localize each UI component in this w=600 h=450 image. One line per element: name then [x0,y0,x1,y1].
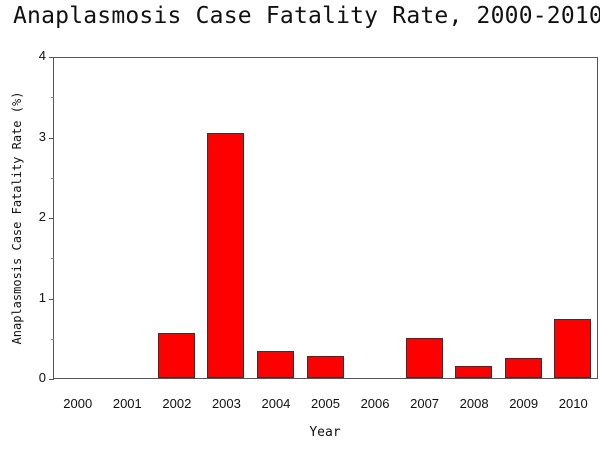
bar-2010 [554,319,592,378]
x-tick-label: 2005 [311,396,340,411]
y-tick-label: 1 [38,289,46,305]
y-minor-tick [51,338,54,340]
x-tick-label: 2010 [558,396,588,411]
y-minor-tick [51,258,54,260]
y-axis-label: Anaplasmosis Case Fatality Rate (%) [10,91,24,345]
x-tick-label: 2009 [509,396,539,411]
plot-area [49,57,598,380]
x-tick-label: 2001 [112,396,142,411]
bar-2009 [504,357,542,378]
bar-2005 [306,356,344,378]
x-tick-label: 2002 [162,396,192,411]
y-tick [49,298,54,300]
x-tick-label: 2008 [459,396,489,411]
y-tick [49,218,54,219]
x-tick-label: 2004 [261,396,291,411]
y-minor-tick [51,177,54,179]
x-tick-label: 2007 [410,396,440,411]
y-tick [49,137,54,139]
bar-2007 [405,337,443,378]
y-tick [49,379,54,380]
bar-2008 [455,365,493,378]
x-tick-label: 2000 [63,396,93,411]
y-tick-label: 3 [38,128,46,144]
bar-2003 [207,133,245,378]
y-tick-label: 2 [38,209,46,224]
y-tick [49,57,54,58]
x-tick-label: 2006 [360,396,390,411]
y-minor-tick [51,97,54,99]
x-axis-label: Year [309,425,341,440]
bar-2002 [157,332,195,378]
bar-2004 [256,350,294,378]
x-tick-label: 2003 [211,396,241,411]
chart-title: Anaplasmosis Case Fatality Rate, 2000-20… [13,3,600,29]
y-tick-label: 4 [38,48,46,63]
y-tick-label: 0 [38,370,46,385]
